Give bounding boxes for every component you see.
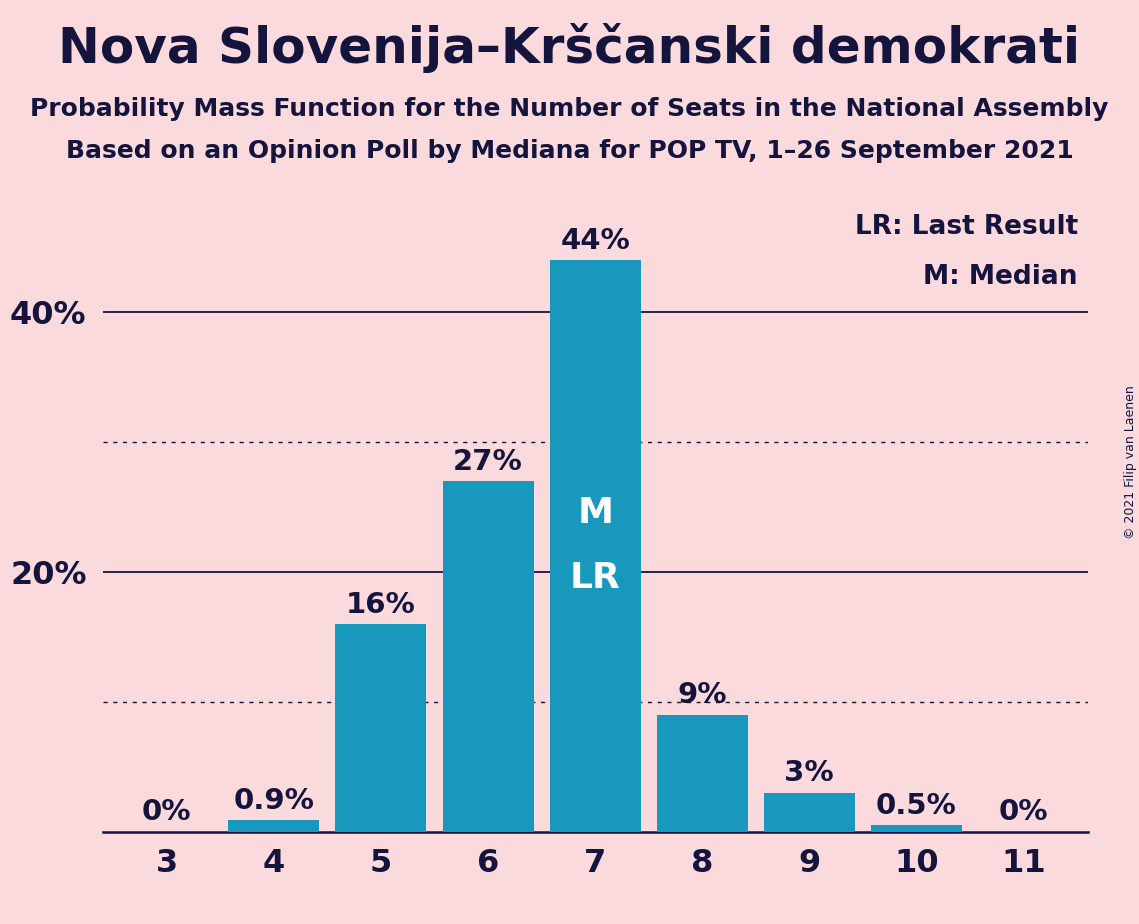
Text: Based on an Opinion Poll by Mediana for POP TV, 1–26 September 2021: Based on an Opinion Poll by Mediana for …: [66, 139, 1073, 163]
Bar: [871, 825, 962, 832]
Text: 0%: 0%: [999, 798, 1048, 826]
Text: 0%: 0%: [142, 798, 191, 826]
Bar: [550, 260, 640, 832]
Text: 44%: 44%: [560, 226, 630, 255]
Text: M: M: [577, 496, 613, 530]
Text: LR: LR: [570, 561, 621, 595]
Text: © 2021 Filip van Laenen: © 2021 Filip van Laenen: [1124, 385, 1137, 539]
Text: 0.5%: 0.5%: [876, 792, 957, 820]
Text: Probability Mass Function for the Number of Seats in the National Assembly: Probability Mass Function for the Number…: [31, 97, 1108, 121]
Text: 16%: 16%: [346, 590, 416, 618]
Bar: [335, 624, 426, 832]
Text: 3%: 3%: [785, 760, 834, 787]
Text: 0.9%: 0.9%: [233, 786, 314, 815]
Bar: [443, 480, 533, 832]
Bar: [764, 793, 855, 832]
Text: 27%: 27%: [453, 447, 523, 476]
Text: Nova Slovenija–Krščanski demokrati: Nova Slovenija–Krščanski demokrati: [58, 23, 1081, 73]
Text: LR: Last Result: LR: Last Result: [854, 214, 1077, 240]
Bar: [657, 714, 747, 832]
Text: M: Median: M: Median: [924, 264, 1077, 290]
Text: 9%: 9%: [678, 682, 727, 710]
Bar: [228, 820, 319, 832]
